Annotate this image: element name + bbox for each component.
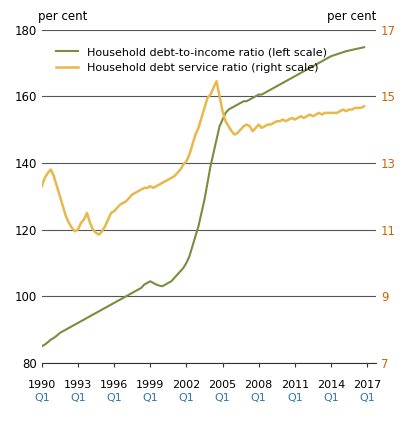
Household debt-to-income ratio (left scale) xyxy=(296,72,301,77)
Household debt-to-income ratio (left scale) xyxy=(316,60,321,65)
Household debt service ratio (right scale) xyxy=(39,184,44,189)
Household debt service ratio (right scale) xyxy=(91,227,96,232)
Household debt-to-income ratio (left scale) xyxy=(362,45,367,50)
Text: 1996: 1996 xyxy=(100,379,128,390)
Household debt service ratio (right scale) xyxy=(301,115,306,120)
Text: Q1: Q1 xyxy=(34,393,50,403)
Text: Q1: Q1 xyxy=(215,393,230,403)
Text: 2014: 2014 xyxy=(317,379,345,390)
Text: 2005: 2005 xyxy=(209,379,237,390)
Text: 2008: 2008 xyxy=(245,379,273,390)
Text: Q1: Q1 xyxy=(287,393,303,403)
Text: Q1: Q1 xyxy=(106,393,122,403)
Text: Q1: Q1 xyxy=(323,393,339,403)
Text: 1993: 1993 xyxy=(64,379,92,390)
Text: per cent: per cent xyxy=(327,10,376,23)
Text: Q1: Q1 xyxy=(70,393,86,403)
Text: 2002: 2002 xyxy=(172,379,201,390)
Text: 1990: 1990 xyxy=(28,379,56,390)
Household debt-to-income ratio (left scale) xyxy=(190,243,195,249)
Text: Q1: Q1 xyxy=(143,393,158,403)
Text: Q1: Q1 xyxy=(359,393,375,403)
Text: 1999: 1999 xyxy=(136,379,164,390)
Text: Q1: Q1 xyxy=(178,393,194,403)
Household debt-to-income ratio (left scale) xyxy=(72,322,77,327)
Household debt-to-income ratio (left scale) xyxy=(91,312,96,317)
Text: 2017: 2017 xyxy=(353,379,381,390)
Text: per cent: per cent xyxy=(38,10,88,23)
Household debt-to-income ratio (left scale) xyxy=(39,344,44,349)
Household debt service ratio (right scale) xyxy=(97,232,102,237)
Household debt service ratio (right scale) xyxy=(193,132,198,137)
Legend: Household debt-to-income ratio (left scale), Household debt service ratio (right: Household debt-to-income ratio (left sca… xyxy=(52,43,332,77)
Household debt service ratio (right scale) xyxy=(362,104,367,109)
Household debt-to-income ratio (left scale) xyxy=(356,46,361,51)
Household debt service ratio (right scale) xyxy=(329,110,334,115)
Line: Household debt-to-income ratio (left scale): Household debt-to-income ratio (left sca… xyxy=(42,47,364,346)
Household debt service ratio (right scale) xyxy=(214,78,219,84)
Household debt service ratio (right scale) xyxy=(72,229,77,234)
Line: Household debt service ratio (right scale): Household debt service ratio (right scal… xyxy=(42,81,364,235)
Household debt service ratio (right scale) xyxy=(322,110,327,115)
Text: Q1: Q1 xyxy=(251,393,267,403)
Text: 2011: 2011 xyxy=(281,379,309,390)
